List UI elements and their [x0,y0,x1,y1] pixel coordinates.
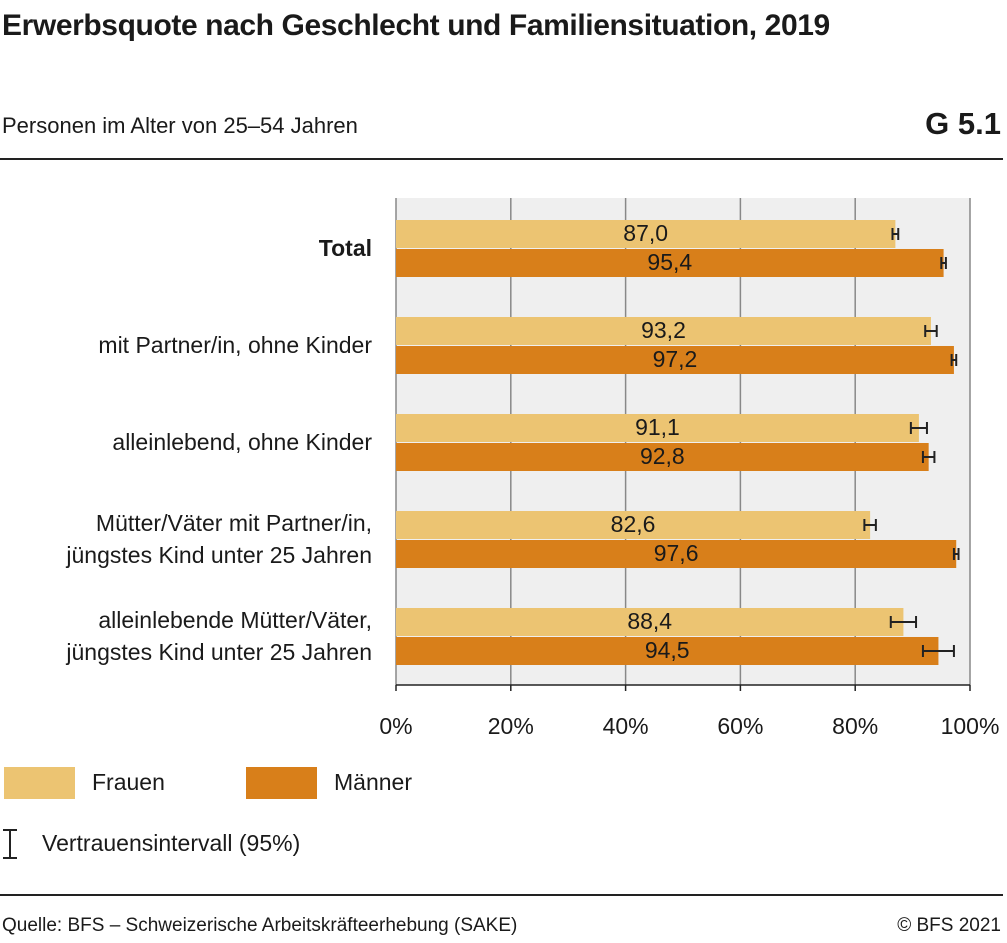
category-label: mit Partner/in, ohne Kinder [98,332,372,358]
value-label: 88,4 [627,608,672,634]
value-label: 92,8 [640,443,685,469]
bar [396,608,904,636]
error-bar [921,645,955,657]
bar [396,540,957,568]
legend-label: Frauen [92,769,165,795]
error-bar [891,228,900,240]
error-bar [950,354,958,366]
bar [396,220,896,248]
error-legend-icon [3,829,17,859]
error-bar [952,548,960,560]
legend-swatch [4,767,75,799]
chart-id: G 5.1 [925,106,1001,141]
chart-subtitle: Personen im Alter von 25–54 Jahren [2,113,358,138]
error-legend-label: Vertrauensintervall (95%) [42,830,300,856]
source: Quelle: BFS – Schweizerische Arbeitskräf… [2,915,518,936]
bar [396,414,919,442]
bar [396,443,929,471]
x-tick-label: 0% [379,713,412,739]
value-label: 95,4 [647,249,692,275]
x-tick-label: 80% [832,713,878,739]
chart-title: Erwerbsquote nach Geschlecht und Familie… [2,9,830,42]
value-label: 94,5 [645,637,690,663]
value-label: 87,0 [623,220,668,246]
value-label: 97,6 [654,540,699,566]
error-bar [863,519,877,531]
x-tick-label: 40% [603,713,649,739]
copyright: © BFS 2021 [897,915,1001,936]
error-bar [924,325,938,337]
value-label: 93,2 [641,317,686,343]
error-bar [940,257,947,269]
x-tick-label: 100% [941,713,1000,739]
category-label: Mütter/Väter mit Partner/in, jüngstes Ki… [66,510,372,568]
legend-label: Männer [334,769,412,795]
x-tick-label: 20% [488,713,534,739]
value-label: 91,1 [635,414,680,440]
value-label: 82,6 [611,511,656,537]
category-label: alleinlebend, ohne Kinder [112,429,372,455]
bar [396,511,871,539]
error-bar [909,422,928,434]
category-label: Total [318,235,372,261]
error-bar [921,451,936,463]
bar [396,346,954,374]
legend-swatch [246,767,317,799]
bar [396,317,931,345]
category-label: alleinlebende Mütter/Väter, jüngstes Kin… [66,607,372,665]
x-tick-label: 60% [717,713,763,739]
bar [396,249,944,277]
error-bar [889,616,918,628]
value-label: 97,2 [653,346,698,372]
bar [396,637,939,665]
